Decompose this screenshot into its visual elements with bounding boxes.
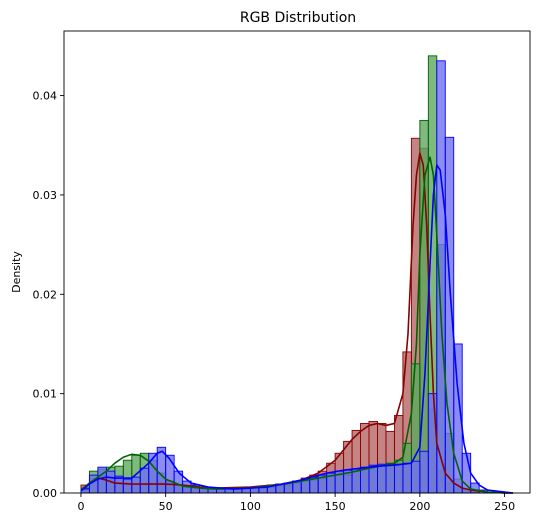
chart-title: RGB Distribution (240, 10, 356, 26)
y-tick-label: 0.02 (33, 288, 58, 301)
x-tick-label: 150 (325, 500, 346, 513)
plot-area (80, 55, 514, 494)
x-tick-label: 250 (494, 500, 515, 513)
y-axis-label: Density (10, 251, 23, 293)
kde-line-2 (80, 164, 514, 494)
histogram-fill-2 (80, 60, 514, 493)
x-tick-label: 100 (240, 500, 261, 513)
histogram-fill-1 (80, 55, 514, 493)
kde-line-0 (80, 152, 514, 494)
y-axis: 0.00 0.01 0.02 0.03 0.04 (33, 90, 64, 500)
histogram-fill-0 (80, 138, 514, 493)
y-tick-label: 0.04 (33, 90, 58, 103)
x-axis: 0 50 100 150 200 250 (77, 493, 515, 513)
x-tick-label: 0 (77, 500, 84, 513)
kde-line-1 (80, 156, 514, 494)
y-tick-label: 0.00 (33, 487, 58, 500)
x-tick-label: 50 (159, 500, 173, 513)
y-tick-label: 0.03 (33, 189, 58, 202)
series-2 (80, 60, 514, 494)
plot-frame (63, 30, 531, 494)
x-tick-label: 200 (409, 500, 430, 513)
y-tick-label: 0.01 (33, 388, 58, 401)
